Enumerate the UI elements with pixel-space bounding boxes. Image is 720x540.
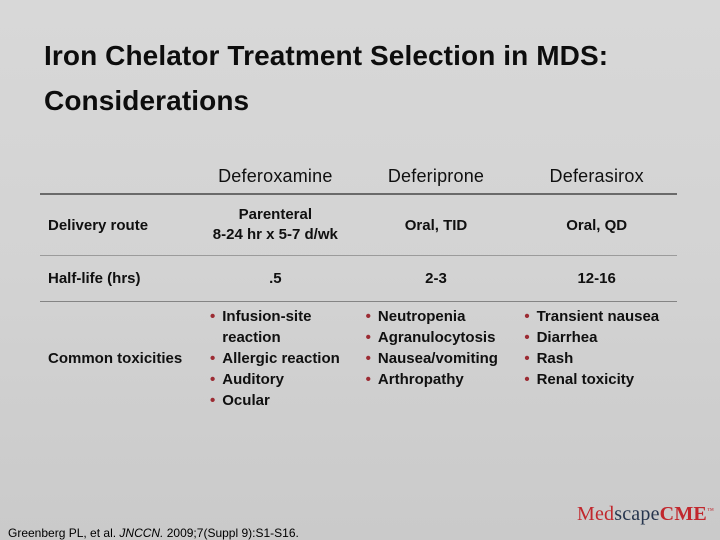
cell-halflife-deferasirox: 12-16: [577, 270, 616, 287]
toxicity-list-deferiprone: Neutropenia Agranulocytosis Nausea/vomit…: [366, 306, 515, 390]
list-item: Neutropenia: [366, 306, 515, 327]
cell-delivery-deferoxamine-line2: 8-24 hr x 5-7 d/wk: [212, 226, 338, 243]
cell-delivery-deferiprone: Oral, TID: [404, 216, 468, 234]
table-row-delivery-route: Delivery route Parenteral 8-24 hr x 5-7 …: [40, 195, 677, 256]
cell-halflife-deferoxamine: .5: [269, 270, 282, 287]
list-item: Diarrhea: [524, 327, 675, 348]
list-item: Agranulocytosis: [366, 327, 515, 348]
table-row-half-life: Half-life (hrs) .5 2-3 12-16: [40, 256, 677, 302]
slide-title: Iron Chelator Treatment Selection in MDS…: [44, 33, 694, 123]
comparison-table: Deferoxamine Deferiprone Deferasirox Del…: [40, 160, 677, 411]
table-row-common-toxicities: Common toxicities Infusion-site reaction…: [40, 302, 677, 411]
slide-title-line1: Iron Chelator Treatment Selection in MDS…: [44, 40, 609, 71]
cell-halflife-deferiprone: 2-3: [425, 270, 447, 287]
citation-reference: 2009;7(Suppl 9):S1-S16.: [163, 526, 299, 540]
cell-toxicities-deferoxamine: Infusion-site reaction Allergic reaction…: [195, 306, 356, 411]
citation-authors: Greenberg PL, et al.: [8, 526, 120, 540]
citation-journal: JNCCN.: [119, 526, 164, 540]
row-label-half-life: Half-life (hrs): [48, 270, 141, 287]
toxicity-list-deferasirox: Transient nausea Diarrhea Rash Renal tox…: [524, 306, 675, 390]
list-item: Arthropathy: [366, 369, 515, 390]
cell-toxicities-deferiprone: Neutropenia Agranulocytosis Nausea/vomit…: [356, 306, 517, 411]
logo-med: Med: [576, 503, 615, 525]
list-item: Rash: [524, 348, 675, 369]
column-header-deferoxamine: Deferoxamine: [218, 166, 333, 186]
column-header-deferasirox: Deferasirox: [549, 166, 644, 186]
list-item: Auditory: [210, 369, 352, 390]
cell-toxicities-deferasirox: Transient nausea Diarrhea Rash Renal tox…: [516, 306, 677, 411]
list-item: Infusion-site reaction: [210, 306, 352, 348]
list-item: Allergic reaction: [210, 348, 352, 369]
medscape-cme-logo: MedscapeCME™: [577, 503, 714, 526]
logo-scape: scape: [614, 503, 660, 525]
cell-delivery-deferoxamine-line1: Parenteral: [238, 206, 313, 223]
row-label-delivery-route: Delivery route: [48, 216, 149, 234]
list-item: Renal toxicity: [524, 369, 675, 390]
cell-delivery-deferasirox: Oral, QD: [566, 216, 628, 234]
list-item: Nausea/vomiting: [366, 348, 515, 369]
toxicity-list-deferoxamine: Infusion-site reaction Allergic reaction…: [210, 306, 352, 411]
citation: Greenberg PL, et al. JNCCN. 2009;7(Suppl…: [8, 526, 299, 540]
logo-trademark: ™: [706, 506, 714, 515]
column-header-deferiprone: Deferiprone: [387, 166, 485, 186]
list-item: Ocular: [210, 390, 352, 411]
logo-cme: CME: [659, 503, 707, 525]
cell-delivery-deferoxamine: Parenteral 8-24 hr x 5-7 d/wk: [195, 205, 356, 245]
row-label-common-toxicities: Common toxicities: [48, 350, 183, 367]
slide-title-line2: Considerations: [44, 85, 250, 116]
table-header-row: Deferoxamine Deferiprone Deferasirox: [40, 160, 677, 195]
list-item: Transient nausea: [524, 306, 675, 327]
